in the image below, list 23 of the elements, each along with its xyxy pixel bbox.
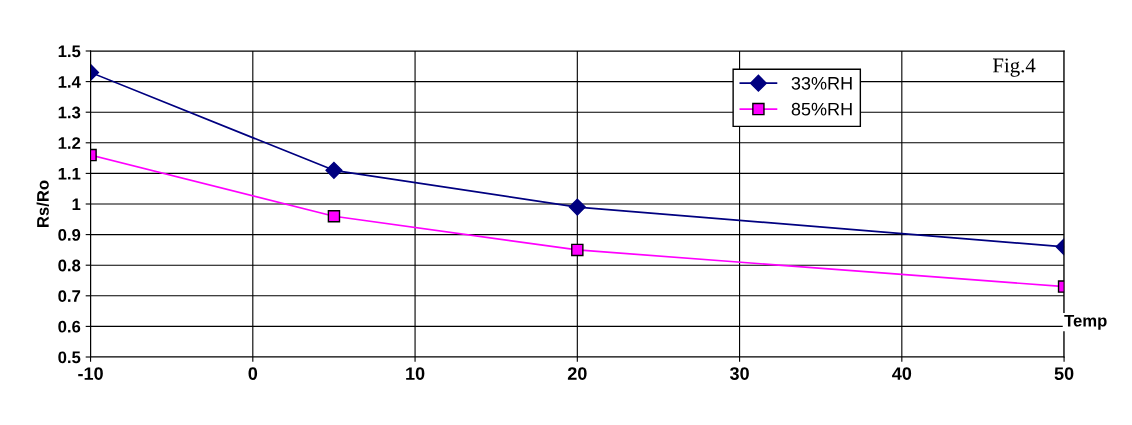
- y-tick-label: 1.5: [58, 45, 81, 58]
- y-axis-title: Rs/Ro: [36, 180, 49, 227]
- x-tick-label: 30: [729, 367, 749, 381]
- x-tick-label: 10: [406, 367, 425, 380]
- x-axis-title: Temp: [1064, 314, 1107, 330]
- legend-label: 85%RH: [791, 102, 852, 116]
- x-tick-label: 20: [567, 367, 587, 380]
- y-tick-label: 1.1: [58, 167, 81, 180]
- y-tick-label: 1.4: [58, 76, 81, 88]
- y-tick-label: 1: [72, 198, 81, 211]
- y-tick-label: 1.3: [58, 106, 81, 119]
- x-tick-label: 50: [1054, 367, 1074, 380]
- x-tick-label: -10: [78, 367, 103, 380]
- y-tick-label: 0.6: [58, 320, 81, 333]
- annotation: Fig.4: [992, 58, 1036, 77]
- y-tick-label: 0.5: [58, 351, 81, 364]
- y-tick-label: 1.2: [58, 137, 81, 149]
- x-tick-label: 40: [892, 367, 912, 380]
- y-tick-label: 0.8: [58, 259, 81, 272]
- legend-label: 33%RH: [791, 76, 852, 90]
- y-tick-label: 0.9: [58, 229, 81, 241]
- x-tick-label: 0: [248, 367, 258, 380]
- y-tick-label: 0.7: [58, 290, 81, 302]
